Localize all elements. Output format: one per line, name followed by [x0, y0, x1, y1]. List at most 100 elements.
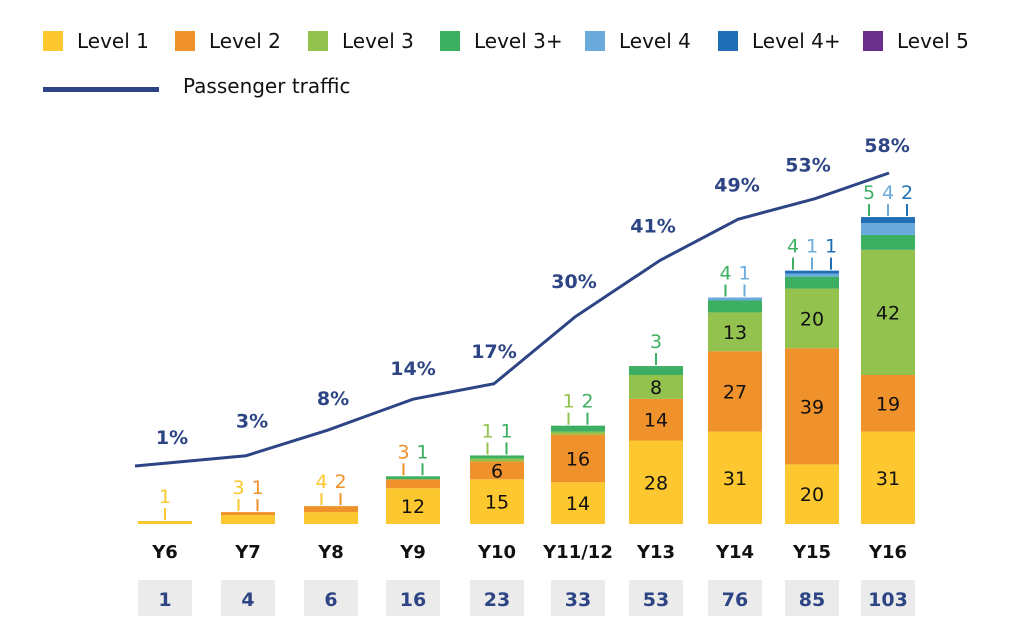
bar-segment-level-3	[551, 431, 605, 435]
bar-value-label: 20	[800, 484, 824, 506]
total-label: 76	[722, 589, 748, 611]
total-label: 4	[241, 589, 254, 611]
legend-label: Level 1	[77, 29, 149, 53]
line-value-label: 1%	[156, 427, 188, 449]
bar-segment-level-2	[551, 434, 605, 483]
bar-value-label: 14	[644, 410, 668, 432]
x-tick-label: Y7	[234, 542, 261, 563]
callout-label: 1	[500, 420, 512, 442]
callout-label: 2	[901, 182, 913, 204]
bar-segment-level-3plus	[629, 366, 683, 375]
legend-swatch-level-1	[43, 31, 63, 51]
bar-segment-level-2	[304, 506, 358, 513]
bar-value-label: 20	[800, 308, 824, 330]
total-label: 6	[324, 589, 337, 611]
bar-value-label: 42	[876, 302, 900, 324]
bar-segment-level-3	[629, 375, 683, 399]
total-box	[785, 580, 839, 616]
total-box	[708, 580, 762, 616]
legend-swatch-level-5	[863, 31, 883, 51]
total-label: 53	[643, 589, 669, 611]
bar-value-label: 15	[485, 492, 509, 514]
line-passenger-traffic	[134, 171, 890, 468]
total-label: 85	[799, 589, 825, 611]
bar-value-label: 6	[491, 460, 503, 482]
legend-label-passenger-traffic: Passenger traffic	[183, 74, 351, 98]
bar-segment-level-4	[785, 273, 839, 277]
bar-segment-level-3	[861, 249, 915, 375]
bar-segment-level-1	[221, 515, 275, 524]
bar-segment-level-1	[386, 488, 440, 524]
bar-segment-level-2	[470, 461, 524, 480]
legend-item-level-4: Level 4	[585, 29, 691, 53]
bar-segment-level-2	[785, 348, 839, 465]
bar-segment-level-1	[470, 479, 524, 524]
x-tick-label: Y16	[868, 542, 907, 563]
bar-segment-level-3plus	[861, 234, 915, 250]
callout-label: 1	[416, 441, 428, 463]
x-tick-label: Y11/12	[542, 542, 613, 563]
callout-label: 1	[738, 263, 750, 285]
total-box	[138, 580, 192, 616]
total-box	[629, 580, 683, 616]
callout-label: 3	[232, 477, 244, 499]
legend-item-level-3plus: Level 3+	[440, 29, 563, 53]
bar-segment-level-3	[470, 458, 524, 462]
line-value-label: 53%	[785, 155, 830, 177]
bar-segment-level-1	[708, 431, 762, 524]
line-value-label: 30%	[551, 271, 596, 293]
x-tick-label: Y13	[636, 542, 675, 563]
total-box	[470, 580, 524, 616]
bar-segment-level-2	[861, 375, 915, 432]
legend-swatch-level-3plus	[440, 31, 460, 51]
callout-label: 4	[719, 263, 731, 285]
total-box	[551, 580, 605, 616]
legend-label: Level 2	[209, 29, 281, 53]
bar-value-label: 19	[876, 393, 900, 415]
bar-segment-level-1	[861, 431, 915, 524]
callout-label: 2	[334, 471, 346, 493]
callout-label: 1	[481, 420, 493, 442]
callout-label: 5	[863, 182, 875, 204]
line-value-label: 17%	[471, 341, 516, 363]
legend-item-level-4plus: Level 4+	[718, 29, 841, 53]
total-label: 1	[158, 589, 171, 611]
callout-label: 1	[251, 477, 263, 499]
x-tick-label: Y8	[317, 542, 344, 563]
legend-swatch-level-4	[585, 31, 605, 51]
line-value-label: 49%	[714, 174, 759, 196]
bar-value-label: 16	[566, 448, 590, 470]
x-tick-label: Y14	[715, 542, 754, 563]
bar-segment-level-4plus	[861, 217, 915, 224]
x-tick-label: Y6	[151, 542, 178, 563]
callout-label: 1	[806, 236, 818, 258]
bar-value-label: 14	[566, 493, 590, 515]
bar-segment-level-3plus	[470, 455, 524, 459]
legend-label: Level 4	[619, 29, 691, 53]
bar-segment-level-3	[708, 312, 762, 352]
bar-segment-level-2	[221, 512, 275, 516]
line-value-label: 41%	[630, 215, 675, 237]
x-tick-label: Y10	[477, 542, 516, 563]
line-value-label: 8%	[317, 388, 349, 410]
total-box	[221, 580, 275, 616]
callout-label: 4	[787, 236, 799, 258]
bar-value-label: 31	[723, 468, 747, 490]
legend-item-level-2: Level 2	[175, 29, 281, 53]
bar-segment-level-2	[386, 479, 440, 489]
bar-segment-level-1	[551, 482, 605, 524]
bar-value-label: 28	[644, 472, 668, 494]
bar-segment-level-1	[304, 512, 358, 524]
total-box	[861, 580, 915, 616]
callout-label: 1	[825, 236, 837, 258]
bar-segment-level-3plus	[785, 276, 839, 289]
callout-label: 4	[882, 182, 894, 204]
bar-segment-level-1	[629, 440, 683, 524]
legend-label: Level 3	[342, 29, 414, 53]
callout-label: 1	[159, 486, 171, 508]
x-tick-label: Y15	[792, 542, 831, 563]
callout-label: 1	[562, 391, 574, 413]
total-label: 33	[565, 589, 591, 611]
callout-label: 3	[397, 441, 409, 463]
bar-segment-level-3plus	[386, 476, 440, 480]
